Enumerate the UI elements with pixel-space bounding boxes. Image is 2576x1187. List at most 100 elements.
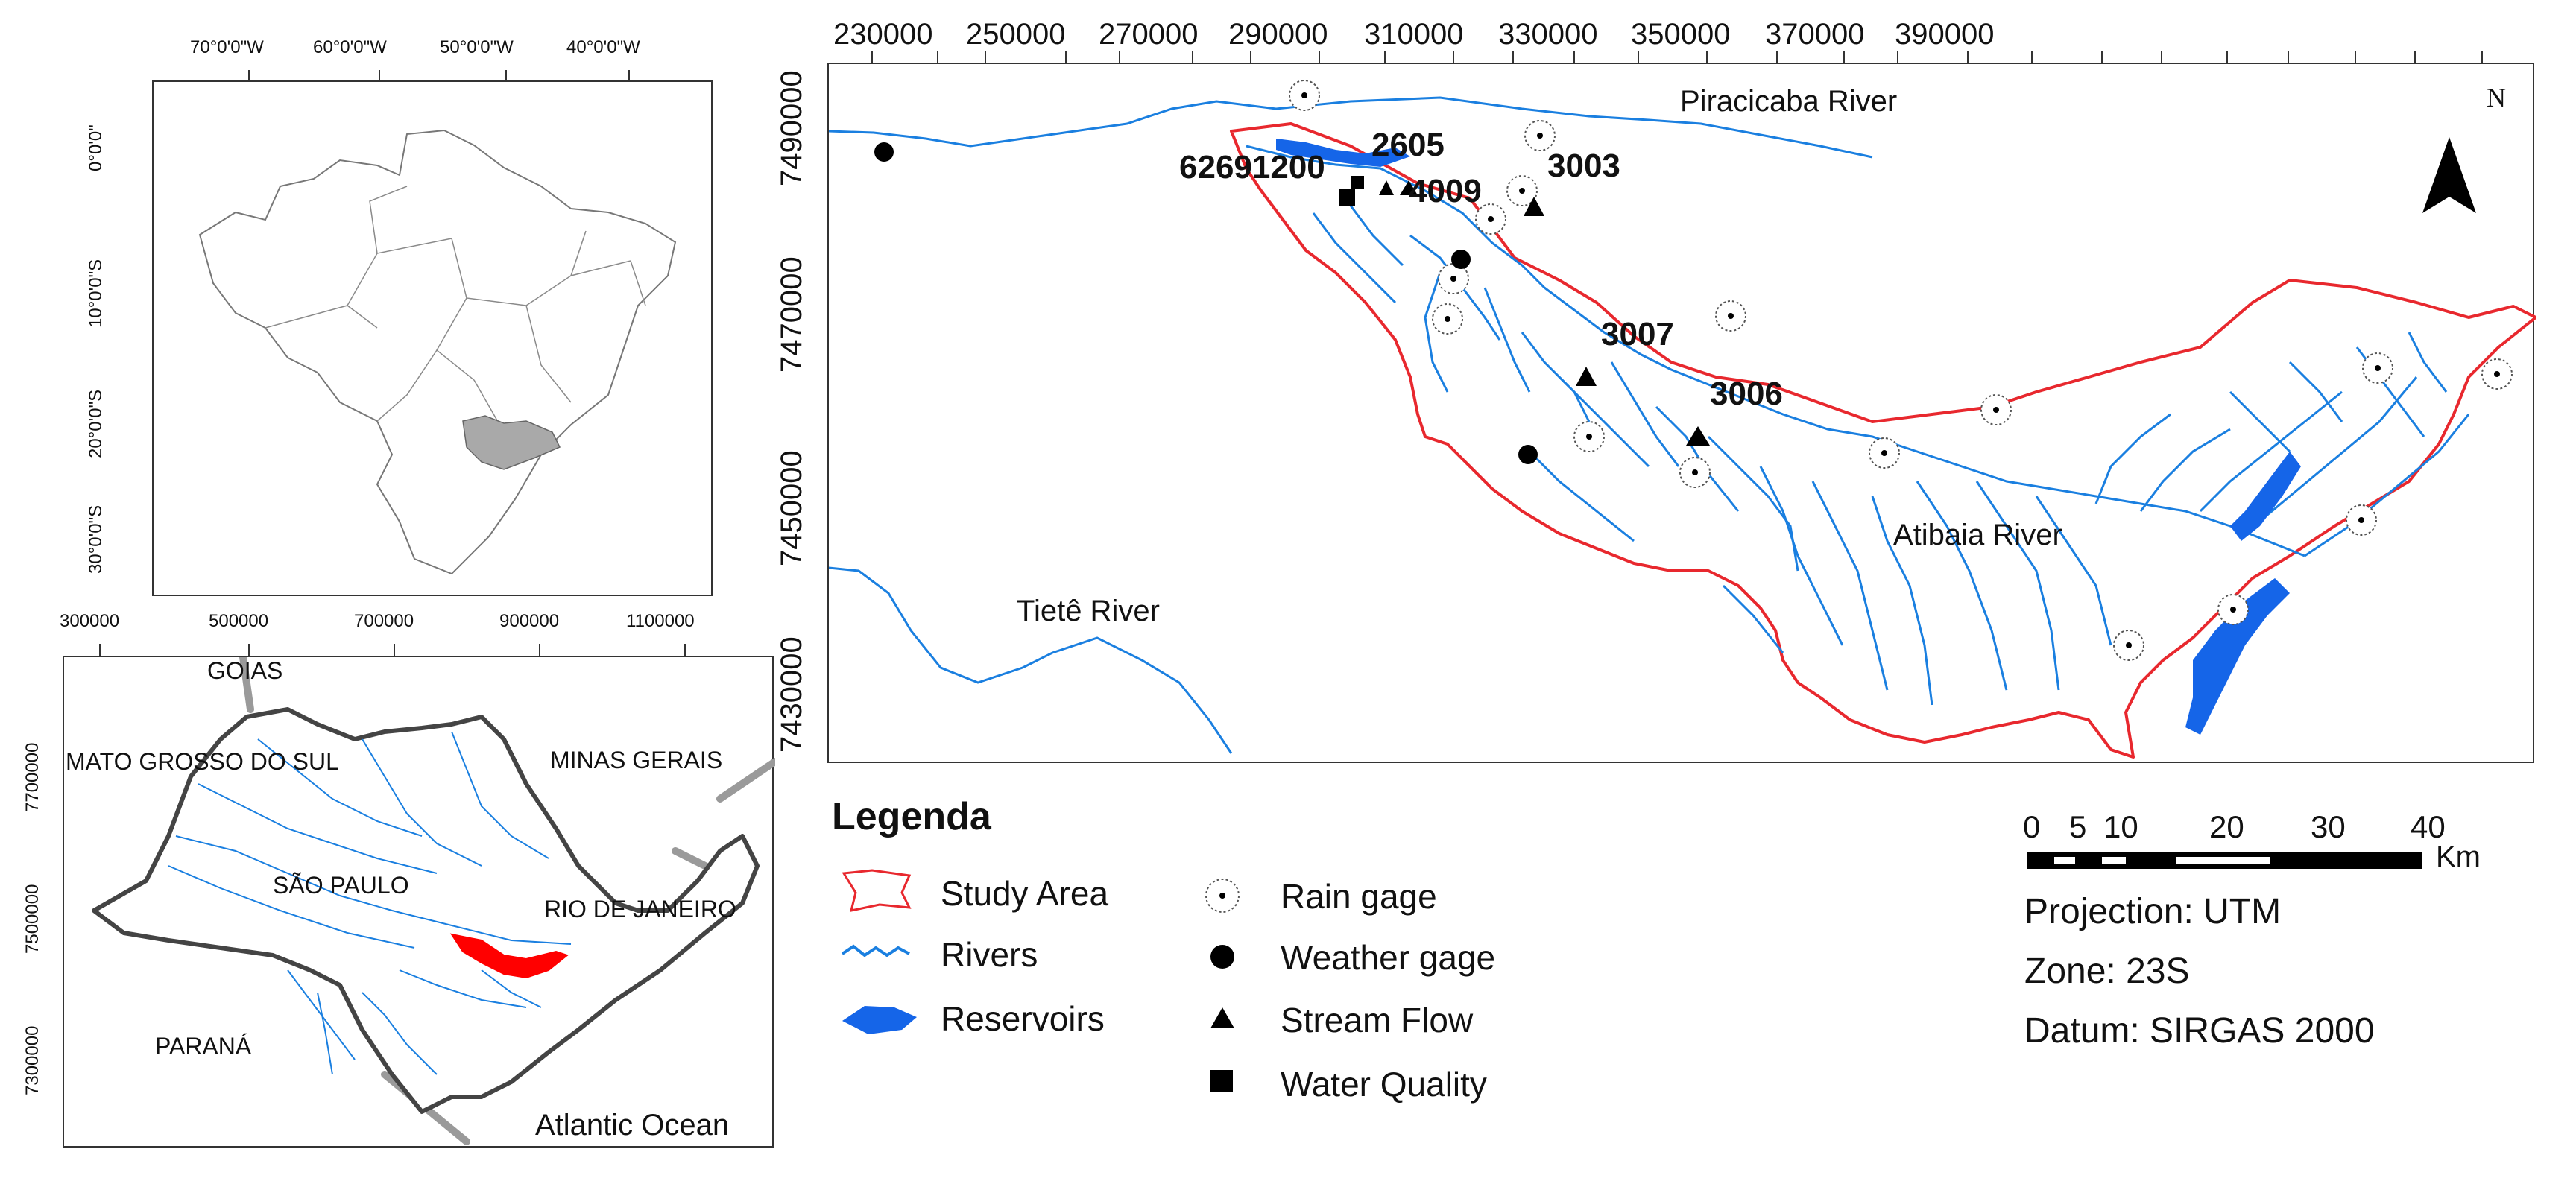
scale-unit-label: Km (2436, 841, 2481, 873)
sp-x-tick: 300000 (60, 611, 120, 631)
main-x-tick: 290000 (1228, 18, 1328, 51)
sao-paulo-label: SÃO PAULO (273, 872, 409, 899)
study-area-locator (449, 933, 569, 979)
brazil-lat-tick: 30°0'0"S (86, 504, 106, 574)
main-y-tick: 7470000 (775, 256, 808, 373)
sp-y-tick: 7300000 (22, 1025, 42, 1095)
atlantic-ocean-label: Atlantic Ocean (535, 1109, 730, 1142)
legend-reservoirs-label: Reservoirs (941, 999, 1105, 1038)
brazil-lat-tick: 0°0'0" (86, 124, 106, 171)
river-legend-icon (841, 944, 910, 957)
station-label: 62691200 (1179, 149, 1325, 186)
main-x-tick: 310000 (1364, 18, 1464, 51)
study-area-legend-icon (842, 869, 912, 912)
study-area-map (828, 80, 2537, 759)
legend-rivers-label: Rivers (941, 935, 1038, 974)
brazil-country-outline (198, 129, 677, 575)
sao-paulo-rivers (168, 731, 572, 1075)
sp-x-tick: 1100000 (626, 611, 695, 631)
main-map-frame (827, 63, 2537, 763)
study-area-rivers (1246, 145, 2470, 706)
datum-text: Datum: SIRGAS 2000 (2024, 1011, 2375, 1051)
brazil-lon-tick: 40°0'0"W (566, 37, 640, 57)
goias-label: GOIAS (207, 657, 283, 684)
legend-water-quality-label: Water Quality (1281, 1065, 1487, 1104)
station-label: 2605 (1371, 127, 1445, 163)
sp-x-tick: 900000 (499, 611, 560, 631)
rain-gage-centers (1301, 92, 2500, 648)
legend-rain-gage-label: Rain gage (1281, 877, 1437, 916)
station-label: 4009 (1409, 173, 1482, 209)
scale-tick-label: 5 (2069, 809, 2087, 844)
scale-tick-label: 30 (2311, 809, 2346, 844)
main-x-tick: 230000 (833, 18, 933, 51)
water-quality-legend-icon (1210, 1070, 1233, 1092)
sao-paulo-state-highlight (462, 415, 561, 470)
legend-weather-gage-label: Weather gage (1281, 938, 1496, 977)
main-x-tick: 330000 (1498, 18, 1598, 51)
sp-top-ticks (99, 644, 686, 656)
brazil-outline-map (198, 81, 677, 575)
main-x-tick: 250000 (966, 18, 1066, 51)
brazil-lon-tick: 50°0'0"W (440, 37, 514, 57)
piracicaba-river-label: Piracicaba River (1680, 85, 1898, 118)
brazil-lon-tick: 70°0'0"W (190, 37, 264, 57)
scale-tick-label: 40 (2411, 809, 2446, 844)
study-area-boundary (1230, 122, 2537, 759)
legend-right-icons (1205, 879, 1240, 1092)
weather-gage-legend-icon (1210, 945, 1234, 969)
mato-grosso-do-sul-label: MATO GROSSO DO SUL (66, 748, 339, 775)
sp-x-tick: 700000 (354, 611, 414, 631)
sao-paulo-state-outline (92, 707, 760, 1114)
water-quality-stations (1339, 176, 1364, 206)
main-top-ticks (871, 51, 2483, 63)
upper-reservoir (1276, 139, 1410, 167)
scale-tick-label: 20 (2209, 809, 2244, 844)
sp-y-tick: 7500000 (22, 884, 42, 954)
brazil-inset-frame (152, 80, 713, 596)
north-label: N (2487, 83, 2506, 113)
weather-gages (874, 142, 1538, 464)
main-y-tick: 7430000 (775, 636, 808, 753)
scale-tick-label: 10 (2103, 809, 2138, 844)
tiete-river (828, 566, 1233, 754)
lower-reservoir-1 (2185, 578, 2290, 735)
reservoir-legend-icon (842, 1006, 917, 1034)
scale-tick-label: 0 (2023, 809, 2041, 844)
tiete-river-label: Tietê River (1017, 595, 1160, 627)
stream-flow-legend-icon (1210, 1007, 1234, 1028)
rain-gages (1289, 80, 2513, 661)
main-x-tick: 370000 (1765, 18, 1865, 51)
brazil-lon-tick: 60°0'0"W (313, 37, 387, 57)
rio-de-janeiro-label: RIO DE JANEIRO (544, 896, 736, 922)
main-x-tick: 390000 (1895, 18, 1995, 51)
station-label: 3003 (1547, 148, 1620, 184)
station-label: 3006 (1710, 376, 1783, 412)
rain-gage-legend-center (1219, 893, 1225, 899)
projection-text: Projection: UTM (2024, 892, 2282, 931)
brazil-lat-tick: 10°0'0"S (86, 259, 106, 328)
legend-left-icons (841, 869, 917, 1034)
parana-label: PARANÁ (155, 1033, 252, 1060)
atibaia-river-label: Atibaia River (1893, 519, 2062, 551)
main-y-tick: 7490000 (775, 70, 808, 186)
legend-title: Legenda (832, 795, 991, 838)
stream-flow-stations (1379, 180, 1710, 446)
main-x-tick: 270000 (1099, 18, 1199, 51)
minas-gerais-label: MINAS GERAIS (550, 747, 723, 773)
sao-paulo-map (92, 653, 779, 1145)
brazil-top-ticks (248, 70, 630, 82)
zone-text: Zone: 23S (2024, 952, 2190, 991)
main-x-tick: 350000 (1631, 18, 1731, 51)
sp-x-tick: 500000 (209, 611, 269, 631)
station-label: 3007 (1601, 316, 1674, 352)
sao-paulo-inset-frame (63, 653, 779, 1148)
brazil-lat-tick: 20°0'0"S (86, 389, 106, 458)
legend-study-area-label: Study Area (941, 874, 1109, 913)
legend-stream-flow-label: Stream Flow (1281, 1001, 1474, 1039)
sp-y-tick: 7700000 (22, 742, 42, 812)
piracicaba-river (828, 96, 1873, 159)
scale-bar (2027, 852, 2422, 869)
main-y-tick: 7450000 (775, 450, 808, 566)
